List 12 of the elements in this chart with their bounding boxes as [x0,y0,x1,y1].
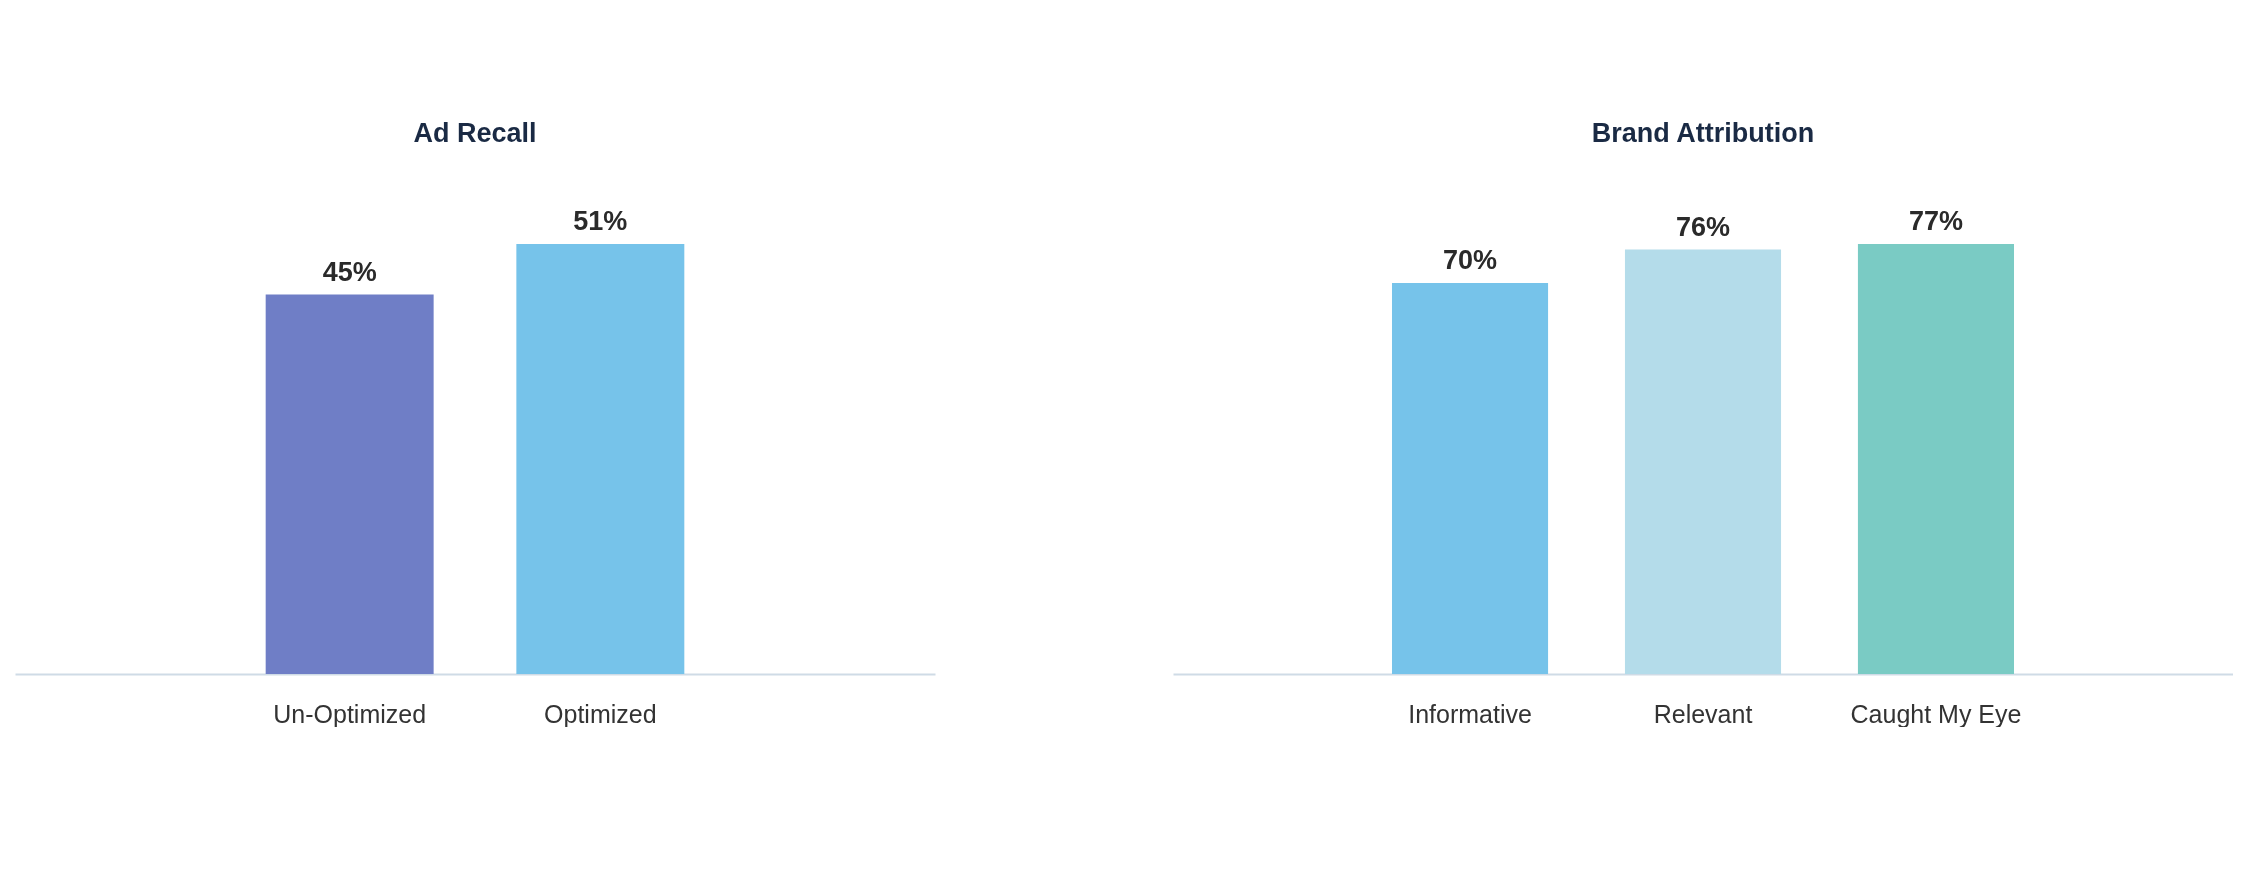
data-label: 51% [573,206,628,236]
x-tick-label: Informative [1408,699,1532,728]
data-label: 70% [1443,245,1498,276]
x-tick-label: Un-Optimized [273,699,427,728]
chart-title: Ad Recall [413,118,537,148]
x-tick-label: Caught My Eye [1850,699,2022,728]
data-label: 45% [322,256,377,287]
data-label: 76% [1675,211,1731,242]
chart-title: Brand Attribution [1591,118,1815,148]
x-tick-label: Optimized [544,699,657,728]
x-tick-label: Relevant [1653,699,1753,728]
data-label: 77% [1908,206,1963,236]
